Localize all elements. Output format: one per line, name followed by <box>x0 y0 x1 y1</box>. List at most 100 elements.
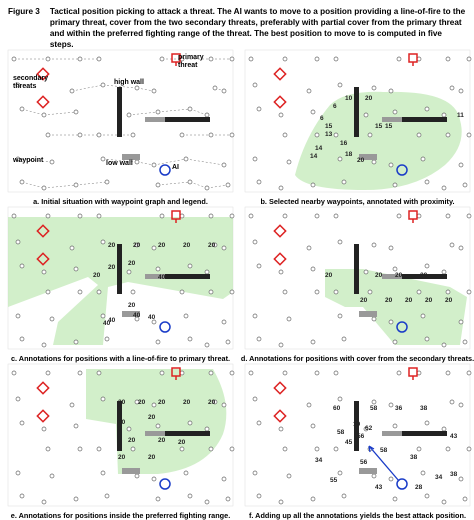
waypoint <box>204 426 210 432</box>
waypoint <box>69 245 75 251</box>
waypoint <box>208 446 214 452</box>
annotation: 40 <box>148 314 156 321</box>
waypoint <box>310 423 316 429</box>
waypoint <box>445 446 451 452</box>
figure-caption-block: Figure 3 Tactical position picking to at… <box>8 6 466 50</box>
waypoint <box>229 213 235 219</box>
high-wall <box>402 117 447 122</box>
waypoint <box>159 213 165 219</box>
waypoint <box>392 182 398 188</box>
panel: 20 20 20 20 20 20 20 20 20 <box>244 206 472 350</box>
waypoint <box>221 162 227 168</box>
high-wall-partial <box>382 117 402 122</box>
waypoint <box>458 162 464 168</box>
waypoint <box>449 85 455 91</box>
annotation: 20 <box>405 297 413 304</box>
secondary-threat <box>273 409 287 423</box>
waypoint <box>314 289 320 295</box>
waypoint <box>282 132 288 138</box>
waypoint <box>155 109 161 115</box>
waypoint <box>449 399 455 405</box>
waypoint <box>179 289 185 295</box>
waypoint <box>159 56 165 62</box>
figure-label: Figure 3 <box>8 7 40 16</box>
annotation: 20 <box>118 419 126 426</box>
high-wall-partial <box>382 431 402 436</box>
waypoint <box>466 289 472 295</box>
waypoint <box>416 446 422 452</box>
waypoint <box>45 213 51 219</box>
waypoint <box>282 289 288 295</box>
graph-edge <box>189 108 208 116</box>
waypoint <box>179 132 185 138</box>
annotation: 14 <box>315 145 323 152</box>
highlight-region <box>86 369 227 474</box>
annotation: 58 <box>337 429 345 436</box>
panel-frame <box>244 206 471 350</box>
waypoint <box>388 319 394 325</box>
waypoint <box>155 266 161 272</box>
annotation: 20 <box>178 439 186 446</box>
waypoint <box>449 242 455 248</box>
annotation: 20 <box>445 297 453 304</box>
waypoint <box>208 56 214 62</box>
waypoint <box>466 446 472 452</box>
waypoint <box>221 402 227 408</box>
waypoint <box>151 402 157 408</box>
secondary-threat <box>36 381 50 395</box>
waypoint <box>212 85 218 91</box>
waypoint <box>441 112 447 118</box>
waypoint <box>49 473 55 479</box>
low-wall <box>122 468 140 474</box>
graph-edge <box>21 181 45 189</box>
ai-agent <box>159 478 171 490</box>
waypoint <box>229 132 235 138</box>
waypoint <box>337 470 343 476</box>
waypoint <box>256 420 262 426</box>
waypoint <box>424 336 430 342</box>
low-wall <box>122 154 140 160</box>
waypoint <box>466 370 472 376</box>
annotation: 40 <box>158 274 166 281</box>
annotation: 38 <box>450 471 458 478</box>
annotation: 62 <box>365 425 373 432</box>
waypoint <box>310 109 316 115</box>
ai-agent <box>396 478 408 490</box>
secondary-threat <box>36 252 50 266</box>
waypoint <box>333 289 339 295</box>
secondary-threat <box>273 224 287 238</box>
waypoint <box>96 370 102 376</box>
high-wall <box>402 274 447 279</box>
waypoint <box>341 493 347 499</box>
waypoint <box>337 313 343 319</box>
waypoint <box>458 88 464 94</box>
annotation: 15 <box>325 123 333 130</box>
annotation: 20 <box>357 157 365 164</box>
annotation: 60 <box>333 405 341 412</box>
annotation: 56 <box>357 433 365 440</box>
waypoint <box>248 213 254 219</box>
annotation: 20 <box>148 414 156 421</box>
waypoint <box>278 269 284 275</box>
high-wall <box>165 117 210 122</box>
waypoint <box>126 112 132 118</box>
graph-edge <box>206 184 229 189</box>
waypoint <box>77 289 83 295</box>
waypoint <box>11 370 17 376</box>
panel-caption: d. Annotations for positions with cover … <box>241 354 474 363</box>
annotation: 16 <box>340 140 348 147</box>
waypoint <box>229 370 235 376</box>
graph-edge <box>185 158 225 166</box>
waypoint <box>462 182 468 188</box>
waypoint <box>314 132 320 138</box>
waypoint <box>134 473 140 479</box>
annotation: 58 <box>380 447 388 454</box>
annotation: 20 <box>360 297 368 304</box>
high-wall-partial <box>382 274 402 279</box>
waypoint <box>73 423 79 429</box>
waypoint <box>179 446 185 452</box>
waypoint <box>396 213 402 219</box>
waypoint <box>371 399 377 405</box>
